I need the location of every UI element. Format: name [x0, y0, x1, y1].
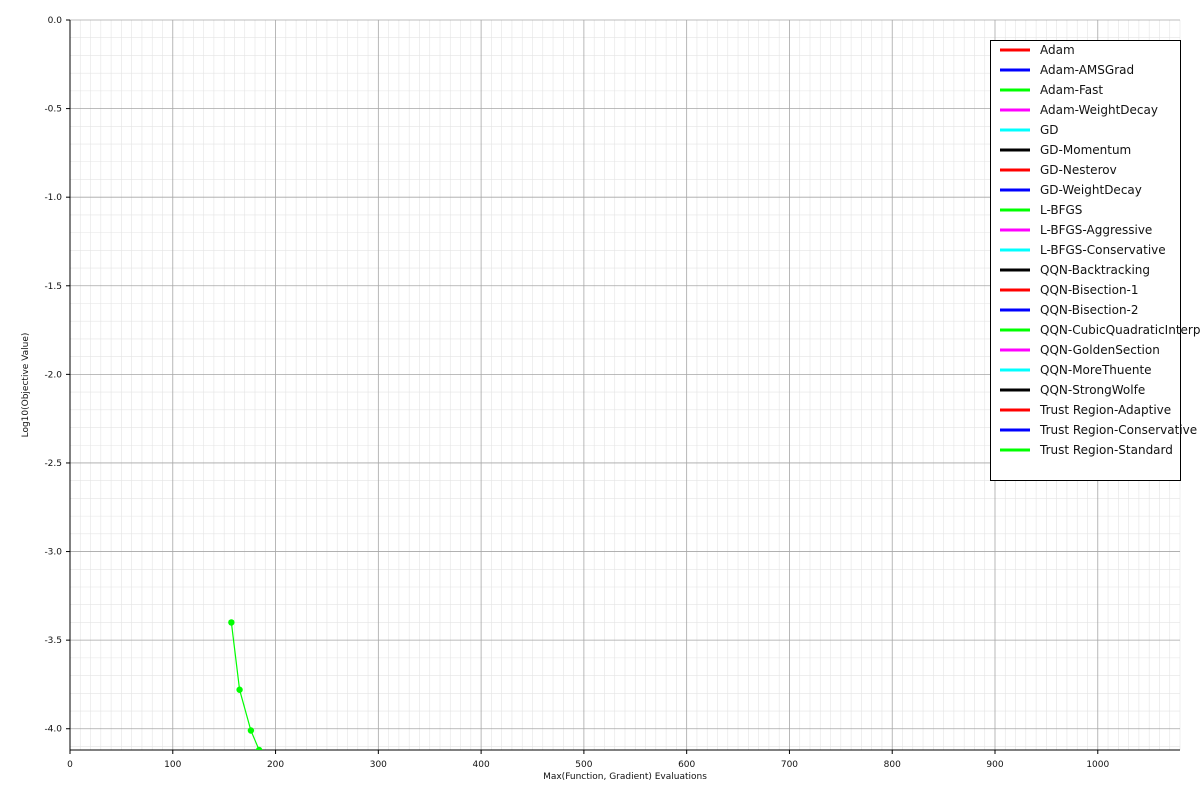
legend-label: Adam [1040, 43, 1075, 57]
x-tick-label: 900 [986, 760, 1003, 770]
minor-grid [70, 20, 1181, 750]
series-line [230, 622, 260, 750]
y-tick-label: -2.0 [44, 370, 62, 380]
legend-label: L-BFGS-Conservative [1040, 243, 1166, 257]
y-axis-title: Log10(Objective Value) [21, 333, 31, 438]
y-tick-label: -1.0 [44, 193, 62, 203]
legend-label: GD-Momentum [1040, 143, 1131, 157]
legend-label: Adam-AMSGrad [1040, 63, 1134, 77]
legend-label: GD [1040, 123, 1059, 137]
legend-label: GD-WeightDecay [1040, 183, 1142, 197]
x-tick-label: 700 [781, 760, 798, 770]
legend-label: L-BFGS [1040, 203, 1082, 217]
legend-label: GD-Nesterov [1040, 163, 1117, 177]
legend-label: QQN-MoreThuente [1040, 363, 1152, 377]
y-tick-label: -0.5 [44, 105, 62, 115]
x-axis-ticks: 0 100 200 300 400 500 600 700 800 900 1000 [67, 750, 1110, 770]
legend-label: Adam-WeightDecay [1040, 103, 1158, 117]
series-point [247, 727, 255, 734]
x-tick-label: 100 [164, 760, 181, 770]
x-tick-label: 800 [884, 760, 901, 770]
x-tick-label: 200 [267, 760, 284, 770]
legend: Adam Adam-AMSGrad Adam-Fast Adam-WeightDeca… [990, 40, 1200, 481]
x-tick-label: 300 [370, 760, 387, 770]
x-axis-title: Max(Function, Gradient) Evaluations [543, 772, 707, 782]
y-tick-label: -1.5 [44, 282, 62, 292]
x-tick-label: 500 [575, 760, 592, 770]
series-point [236, 686, 243, 693]
x-tick-label: 1000 [1086, 760, 1109, 770]
legend-label: Trust Region-Conservative [1039, 423, 1197, 437]
legend-label: Adam-Fast [1040, 83, 1103, 97]
series-layer [228, 619, 263, 750]
y-tick-label: -3.5 [44, 636, 62, 646]
legend-label: L-BFGS-Aggressive [1040, 223, 1152, 237]
legend-label: QQN-CubicQuadraticInterpolation [1040, 323, 1200, 337]
series-point [255, 746, 263, 750]
x-tick-label: 600 [678, 760, 695, 770]
legend-label: QQN-Backtracking [1040, 263, 1150, 277]
legend-label: Trust Region-Standard [1039, 443, 1173, 457]
y-axis-ticks: 0.0 -0.5 -1.0 -1.5 -2.0 -2.5 -3.0 -3.5 -4.0 [44, 16, 70, 735]
y-tick-label: -3.0 [44, 548, 62, 558]
x-tick-label: 400 [473, 760, 490, 770]
y-tick-label: -4.0 [44, 725, 62, 735]
x-tick-label: 0 [67, 760, 73, 770]
series-point [228, 619, 235, 626]
y-tick-label: -2.5 [44, 459, 62, 469]
legend-label: QQN-Bisection-2 [1040, 303, 1139, 317]
legend-label: Trust Region-Adaptive [1039, 403, 1171, 417]
legend-box [990, 40, 1181, 481]
y-tick-label: 0.0 [48, 16, 63, 26]
legend-label: QQN-GoldenSection [1040, 343, 1160, 357]
legend-label: QQN-StrongWolfe [1040, 383, 1145, 397]
legend-label: QQN-Bisection-1 [1040, 283, 1139, 297]
